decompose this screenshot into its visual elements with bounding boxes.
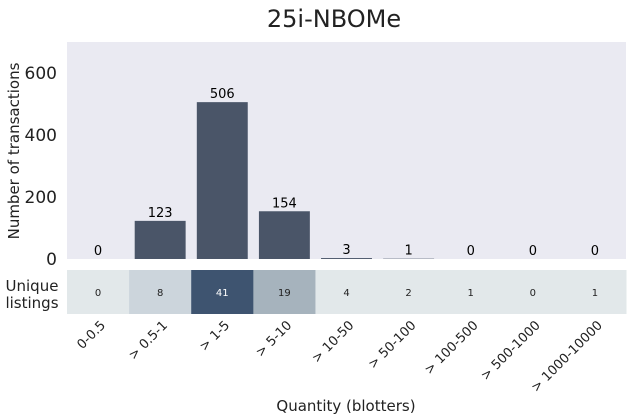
bar (258, 211, 310, 259)
listing-cell (191, 270, 254, 314)
listing-cell-value: 1 (468, 288, 474, 299)
listing-cell (315, 270, 379, 314)
bar (196, 102, 248, 259)
listing-cell (501, 270, 565, 314)
x-tick-label: > 0.5-1 (126, 318, 171, 363)
bar-value-labels: 0 123 506 154 3 1 0 0 0 (94, 87, 599, 259)
listing-cell (377, 270, 441, 314)
x-tick-label: > 50-100 (366, 318, 420, 372)
listings-row-label-line: listings (5, 294, 58, 312)
listing-cell-value: 4 (343, 288, 349, 299)
y-axis-ticks: 0 200 400 600 (25, 64, 57, 270)
listing-cell-value: 2 (405, 288, 411, 299)
y-tick-label: 0 (46, 250, 57, 270)
bar-value-label: 506 (210, 87, 235, 102)
x-tick-label: > 100-500 (422, 318, 482, 378)
chart-title: 25i-NBOMe (267, 5, 401, 33)
listing-cell (563, 270, 627, 314)
bar (321, 258, 372, 259)
x-axis-ticks: 0-0.5 > 0.5-1 > 1-5 > 5-10 > 10-50 > 50-100 > … (74, 318, 605, 395)
bar-value-label: 123 (148, 206, 173, 221)
bar-value-label: 0 (529, 244, 537, 259)
y-tick-label: 200 (25, 188, 57, 208)
bar-value-label: 154 (272, 196, 297, 211)
listing-cell-value: 8 (157, 288, 163, 299)
y-tick-label: 400 (25, 126, 57, 146)
listing-cell-value: 0 (530, 288, 536, 299)
listing-cell-value: 41 (216, 288, 229, 299)
listing-cell-value: 19 (278, 288, 291, 299)
bar (134, 220, 186, 259)
x-axis-label: Quantity (blotters) (276, 397, 415, 415)
listing-cell-value: 0 (95, 288, 101, 299)
bar-value-label: 1 (404, 244, 412, 259)
x-tick-label: > 5-10 (253, 318, 295, 360)
x-tick-label: > 1-5 (197, 318, 233, 354)
x-tick-label: > 500-1000 (478, 318, 543, 383)
bar-value-label: 0 (467, 244, 475, 259)
listings-heatmap: 0 8 41 19 4 2 1 0 1 (67, 270, 627, 314)
x-tick-label: > 10-50 (309, 318, 357, 366)
listings-row-label: Unique listings (5, 277, 58, 312)
y-axis-label: Number of transactions (5, 62, 23, 239)
y-tick-label: 600 (25, 64, 57, 84)
bar-value-label: 0 (591, 244, 599, 259)
bars-group (134, 102, 435, 259)
listings-row-label-line: Unique (6, 277, 59, 295)
bar-value-label: 0 (94, 244, 102, 259)
x-tick-label: 0-0.5 (74, 318, 108, 352)
listing-cell (439, 270, 503, 314)
listing-cell-value: 1 (592, 288, 598, 299)
listing-cell (129, 270, 192, 314)
listing-cell (253, 270, 316, 314)
listing-cell (67, 270, 130, 314)
bar-value-label: 3 (342, 243, 350, 258)
